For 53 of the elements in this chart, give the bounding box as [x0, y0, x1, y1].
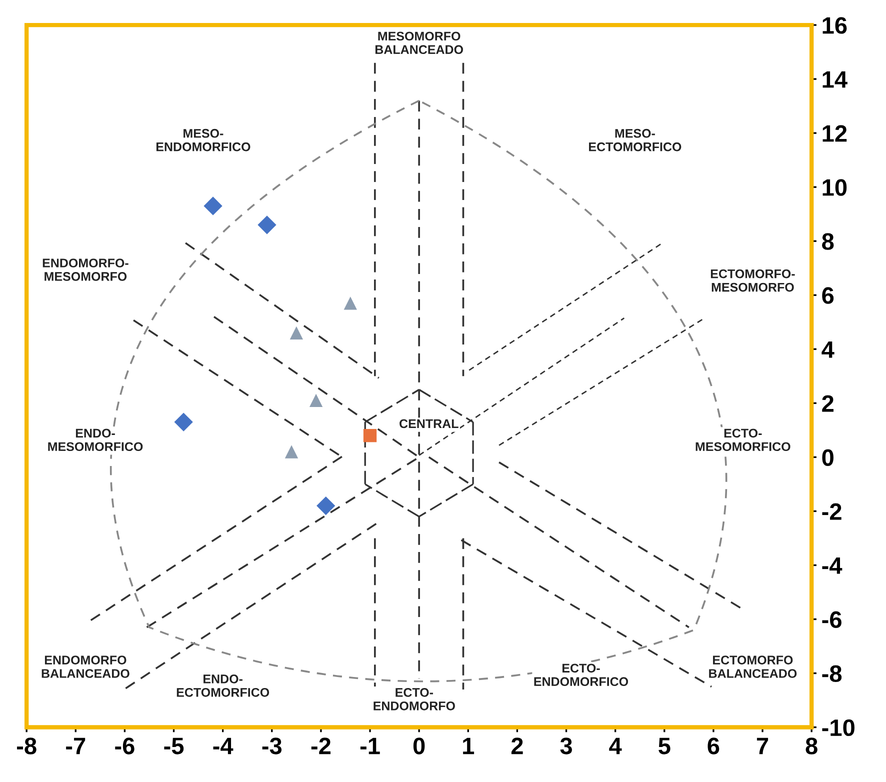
- x-tick-label: -3: [262, 738, 282, 754]
- x-tick-label: 6: [708, 738, 720, 754]
- annotation: ECTO- ENDOMORFO: [374, 688, 455, 710]
- x-tick-label: 7: [756, 738, 768, 754]
- y-tick-label: -8: [822, 665, 842, 682]
- y-tick-label: 6: [822, 287, 834, 304]
- annotation: ENDOMORFO BALANCEADO: [42, 656, 130, 678]
- annotation: ECTO- ENDOMORFICO: [534, 664, 628, 686]
- x-tick-label: -8: [17, 738, 36, 754]
- annotation: MESO- ECTOMORFICO: [589, 128, 682, 152]
- point: [363, 428, 377, 442]
- point: [174, 412, 193, 432]
- y-tick-label: -2: [822, 503, 842, 520]
- y-tick-label: 0: [822, 449, 834, 466]
- x-tick-label: -6: [115, 738, 134, 754]
- x-tick-label: -5: [164, 738, 184, 754]
- annotation: MESOMORFO BALANCEADO: [375, 32, 463, 54]
- x-tick-label: 3: [560, 738, 572, 754]
- annotation: MESO- ENDOMORFICO: [156, 128, 250, 152]
- x-tick-label: 0: [413, 738, 425, 754]
- point: [204, 196, 222, 216]
- point: [344, 296, 357, 310]
- y-tick-label: 12: [822, 125, 847, 142]
- x-tick-label: -7: [66, 738, 86, 754]
- annotation: ENDOMORFO- MESOMORFO: [42, 258, 128, 281]
- y-tick-label: -10: [822, 719, 854, 736]
- annotation: ECTOMORFO- MESOMORFO: [710, 269, 795, 292]
- y-tick-label: -6: [822, 611, 842, 628]
- point: [316, 496, 336, 516]
- x-tick-label: -4: [213, 738, 234, 754]
- y-tick-label: 2: [822, 395, 834, 412]
- annotation: CENTRAL: [400, 419, 458, 428]
- y-tick-label: 16: [822, 17, 847, 34]
- annotation: ECTO- MESOMORFICO: [696, 428, 790, 452]
- x-tick-label: 4: [609, 738, 622, 754]
- x-tick-label: 2: [511, 738, 523, 754]
- annotation: ECTOMORFO BALANCEADO: [709, 656, 797, 678]
- x-tick-label: 5: [658, 738, 670, 754]
- point: [284, 445, 298, 458]
- x-tick-label: 8: [806, 738, 818, 754]
- y-tick-label: -4: [822, 558, 842, 574]
- y-tick-label: 8: [822, 233, 834, 250]
- point: [309, 394, 323, 408]
- y-tick-label: 10: [822, 179, 847, 196]
- x-tick-label: -2: [311, 738, 331, 754]
- x-tick-label: -1: [360, 738, 380, 754]
- y-tick-label: 14: [822, 71, 848, 88]
- point: [290, 326, 304, 340]
- x-tick-label: 1: [463, 738, 474, 754]
- annotation: ENDO- MESOMORFICO: [48, 428, 143, 452]
- y-tick-label: 4: [822, 341, 834, 358]
- point: [258, 216, 276, 234]
- annotation: ENDO- ECTOMORFICO: [176, 674, 270, 697]
